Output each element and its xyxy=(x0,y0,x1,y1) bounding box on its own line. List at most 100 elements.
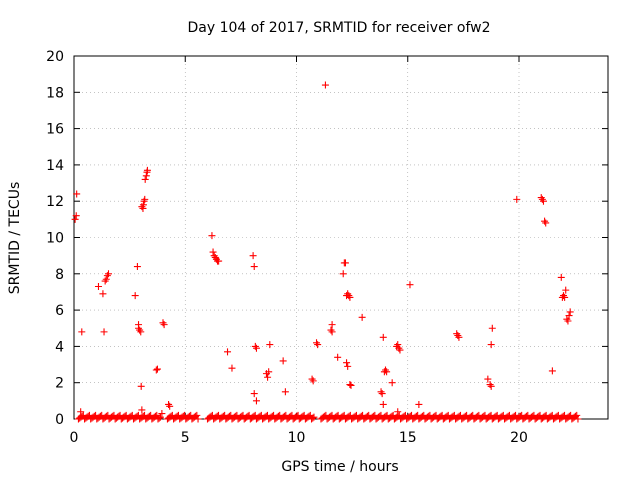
baseline-point xyxy=(194,415,202,423)
data-point xyxy=(561,293,569,301)
x-tick-label: 5 xyxy=(181,430,190,446)
data-point xyxy=(328,321,336,329)
data-point xyxy=(455,333,463,341)
data-point xyxy=(100,328,108,336)
data-point xyxy=(281,388,289,396)
data-point xyxy=(252,344,260,352)
data-point xyxy=(228,364,236,372)
data-point xyxy=(538,195,546,203)
data-point xyxy=(152,366,160,374)
data-point xyxy=(564,317,572,325)
data-point xyxy=(513,195,521,203)
data-point xyxy=(382,366,389,374)
data-point xyxy=(141,175,149,183)
data-point xyxy=(99,290,107,298)
data-point xyxy=(487,382,495,390)
data-point xyxy=(158,410,166,418)
baseline-point xyxy=(573,411,581,419)
data-point xyxy=(541,217,549,225)
data-point xyxy=(159,319,167,327)
data-point xyxy=(143,166,151,174)
data-point xyxy=(71,215,79,223)
data-point xyxy=(209,248,217,256)
data-point xyxy=(250,390,258,398)
baseline-point xyxy=(574,415,582,423)
data-point xyxy=(264,373,272,381)
data-point xyxy=(77,408,85,416)
data-point xyxy=(133,263,141,271)
data-point xyxy=(328,328,336,336)
y-tick-label: 18 xyxy=(46,85,64,101)
data-point xyxy=(396,346,404,354)
data-point xyxy=(557,273,565,281)
data-point xyxy=(346,381,354,389)
y-tick-label: 2 xyxy=(55,376,64,392)
data-point xyxy=(78,328,86,336)
data-point xyxy=(142,172,150,180)
data-point xyxy=(383,368,391,376)
data-point xyxy=(487,341,495,349)
data-point xyxy=(94,283,102,291)
data-point xyxy=(250,263,258,271)
data-point xyxy=(343,359,351,367)
data-point xyxy=(566,308,574,316)
data-point xyxy=(266,341,274,349)
data-point xyxy=(347,381,355,389)
data-point xyxy=(341,259,349,267)
data-point xyxy=(548,367,556,375)
data-point xyxy=(160,321,168,329)
data-point xyxy=(542,219,550,227)
data-point xyxy=(309,377,317,385)
data-point xyxy=(378,390,386,398)
baseline-point xyxy=(310,413,318,421)
y-tick-label: 14 xyxy=(46,158,64,174)
y-axis: 0 2 4 6 8 10 12 14 16 18 20 xyxy=(46,49,608,428)
data-point xyxy=(327,326,335,334)
data-point xyxy=(339,270,347,278)
data-point xyxy=(314,341,322,349)
data-point xyxy=(321,81,329,89)
data-point xyxy=(72,212,80,220)
data-point xyxy=(137,382,145,390)
data-point xyxy=(153,365,161,373)
data-point xyxy=(394,341,402,349)
data-point xyxy=(388,379,396,387)
data-point xyxy=(377,388,385,396)
y-tick-label: 0 xyxy=(55,412,64,428)
data-point xyxy=(208,232,216,240)
data-point xyxy=(454,332,462,340)
y-axis-title: SRMTID / TECUs xyxy=(7,182,23,295)
grid-lines xyxy=(74,56,608,419)
data-point xyxy=(215,257,223,265)
x-axis-title: GPS time / hours xyxy=(281,459,398,475)
baseline-point xyxy=(155,414,163,422)
y-tick-label: 12 xyxy=(46,194,64,210)
y-tick-label: 10 xyxy=(46,231,64,247)
data-point xyxy=(344,362,352,370)
y-tick-label: 4 xyxy=(55,339,64,355)
data-point xyxy=(138,406,146,414)
data-point xyxy=(562,286,570,294)
data-point xyxy=(379,333,387,341)
y-tick-label: 8 xyxy=(55,267,64,283)
data-points xyxy=(71,81,582,423)
y-tick-label: 16 xyxy=(46,122,64,138)
data-point xyxy=(565,312,573,320)
data-point xyxy=(279,357,287,365)
data-point xyxy=(141,195,149,203)
data-point xyxy=(406,281,414,289)
data-point xyxy=(165,400,173,408)
data-point xyxy=(488,324,496,332)
data-point xyxy=(334,353,342,361)
data-point xyxy=(484,375,492,383)
data-point xyxy=(166,402,174,410)
data-point xyxy=(313,339,321,347)
baseline-point xyxy=(309,414,317,422)
x-tick-label: 10 xyxy=(288,430,306,446)
x-axis: 0 5 10 15 20 xyxy=(70,56,528,446)
chart-title: Day 104 of 2017, SRMTID for receiver ofw… xyxy=(187,20,490,36)
data-point xyxy=(415,400,423,408)
data-point xyxy=(252,397,260,405)
data-point xyxy=(73,190,81,198)
